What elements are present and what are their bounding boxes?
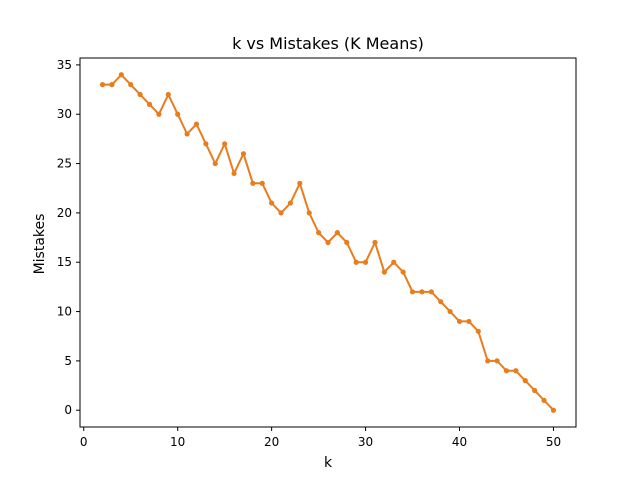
data-point	[419, 289, 425, 295]
data-point	[400, 269, 406, 275]
data-point	[137, 91, 143, 98]
x-tick-label: 30	[358, 435, 373, 449]
data-point	[146, 101, 153, 107]
data-point	[391, 259, 397, 265]
data-point	[485, 358, 491, 364]
data-point	[456, 318, 463, 325]
data-point	[175, 111, 181, 117]
data-point	[334, 230, 340, 236]
data-point	[269, 200, 275, 206]
data-point	[240, 151, 247, 157]
y-tick-label: 35	[57, 58, 72, 72]
data-point	[109, 82, 115, 88]
data-point	[278, 210, 284, 216]
data-point	[503, 368, 510, 374]
data-point	[409, 289, 416, 295]
y-tick-label: 25	[57, 157, 72, 171]
data-point	[250, 180, 256, 186]
data-point	[231, 170, 237, 177]
y-tick-label: 10	[57, 305, 72, 319]
axis-ticks: 0 10 20 30 40 50 0 5 10 15 20 25 30 35	[57, 58, 561, 449]
data-point	[184, 131, 190, 137]
data-point	[193, 121, 200, 127]
data-point	[438, 299, 444, 305]
data-point	[156, 111, 162, 117]
axes-frame	[79, 57, 577, 428]
data-point	[466, 318, 472, 325]
x-axis-label: k	[324, 455, 333, 471]
data-point	[99, 82, 106, 88]
plot-area	[99, 72, 557, 413]
data-point	[475, 328, 481, 334]
y-tick-label: 30	[57, 107, 72, 121]
y-tick-label: 20	[57, 206, 72, 220]
data-point	[522, 378, 528, 384]
data-point	[513, 368, 519, 374]
data-point	[447, 308, 453, 315]
chart-title: k vs Mistakes (K Means)	[232, 34, 424, 53]
y-tick-label: 15	[57, 255, 72, 269]
data-point	[372, 239, 378, 246]
data-point	[222, 141, 228, 147]
data-point	[362, 259, 369, 265]
x-tick-label: 20	[264, 435, 279, 449]
data-point	[287, 200, 294, 206]
x-tick-label: 0	[80, 435, 88, 449]
data-point	[203, 141, 209, 147]
x-tick-label: 40	[452, 435, 467, 449]
x-tick-label: 50	[546, 435, 561, 449]
data-point	[494, 358, 500, 364]
data-point	[353, 259, 359, 265]
data-point	[306, 210, 312, 216]
data-point	[428, 289, 434, 295]
y-tick-label: 0	[64, 403, 72, 417]
data-point	[532, 387, 538, 394]
data-point	[212, 160, 218, 167]
data-point	[128, 82, 134, 88]
data-point	[344, 239, 350, 246]
data-point	[259, 180, 265, 186]
y-axis-label: Mistakes	[32, 214, 48, 275]
data-point	[541, 397, 547, 403]
data-point	[550, 407, 557, 413]
data-point	[325, 239, 331, 246]
data-point	[118, 72, 124, 78]
data-point	[316, 230, 322, 236]
y-tick-label: 5	[64, 354, 72, 368]
x-tick-label: 10	[170, 435, 185, 449]
data-point	[381, 269, 387, 275]
data-point	[297, 180, 303, 186]
data-point	[165, 91, 171, 98]
